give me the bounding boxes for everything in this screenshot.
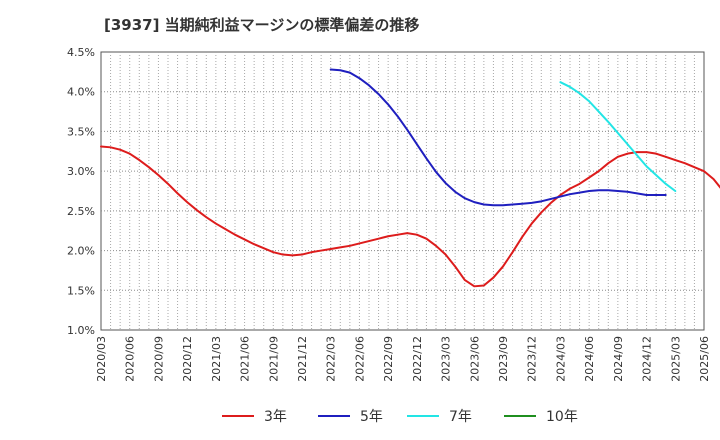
legend-swatch bbox=[504, 415, 536, 417]
x-tick-label: 2021/09 bbox=[267, 336, 280, 382]
x-tick-label: 2023/09 bbox=[497, 336, 510, 382]
legend-swatch bbox=[407, 415, 439, 417]
x-tick-label: 2020/09 bbox=[152, 336, 165, 382]
x-tick-label: 2020/12 bbox=[181, 336, 194, 382]
x-tick-label: 2022/03 bbox=[325, 336, 338, 382]
x-tick-label: 2020/06 bbox=[124, 336, 137, 382]
y-tick-label: 1.5% bbox=[67, 284, 95, 297]
x-tick-label: 2022/06 bbox=[353, 336, 366, 382]
x-tick-label: 2020/03 bbox=[95, 336, 108, 382]
x-tick-label: 2024/03 bbox=[554, 336, 567, 382]
y-tick-label: 2.5% bbox=[67, 205, 95, 218]
legend-label: 5年 bbox=[360, 409, 383, 425]
x-tick-label: 2022/12 bbox=[411, 336, 424, 382]
legend-swatch bbox=[222, 415, 254, 417]
x-tick-label: 2024/06 bbox=[583, 336, 596, 382]
x-tick-label: 2025/06 bbox=[698, 336, 711, 382]
series-line-5年 bbox=[329, 68, 667, 207]
series-line-3年 bbox=[100, 145, 720, 288]
y-tick-label: 3.0% bbox=[67, 165, 95, 178]
x-tick-label: 2023/12 bbox=[526, 336, 539, 382]
y-tick-label: 1.0% bbox=[67, 324, 95, 337]
x-tick-label: 2021/03 bbox=[210, 336, 223, 382]
x-tick-label: 2022/09 bbox=[382, 336, 395, 382]
series-line-7年 bbox=[559, 81, 677, 192]
legend-item: 10年 bbox=[504, 404, 578, 428]
legend-item: 7年 bbox=[407, 404, 472, 428]
x-tick-label: 2021/06 bbox=[239, 336, 252, 382]
x-tick-label: 2023/06 bbox=[468, 336, 481, 382]
legend-label: 3年 bbox=[264, 409, 287, 425]
axis-layer: 1.0% 1.5% 2.0% 2.5% 3.0% 3.5% 4.0% 4.5% 2020/03 2… bbox=[67, 46, 711, 382]
legend-item: 5年 bbox=[318, 404, 383, 428]
y-tick-label: 3.5% bbox=[67, 125, 95, 138]
legend-swatch bbox=[318, 415, 350, 417]
series-layer bbox=[100, 68, 720, 288]
y-tick-label: 4.0% bbox=[67, 86, 95, 99]
chart-title: [3937] 当期純利益マージンの標準偏差の推移 bbox=[104, 16, 420, 34]
legend-label: 7年 bbox=[449, 409, 472, 425]
legend-item: 3年 bbox=[222, 404, 287, 428]
x-tick-label: 2021/12 bbox=[296, 336, 309, 382]
x-tick-label: 2024/09 bbox=[612, 336, 625, 382]
x-tick-label: 2024/12 bbox=[641, 336, 654, 382]
x-tick-label: 2023/03 bbox=[440, 336, 453, 382]
y-tick-label: 4.5% bbox=[67, 46, 95, 59]
legend-label: 10年 bbox=[546, 409, 578, 425]
legend: 3年 5年 7年 10年 bbox=[0, 404, 720, 428]
y-tick-label: 2.0% bbox=[67, 245, 95, 258]
x-tick-label: 2025/03 bbox=[669, 336, 682, 382]
